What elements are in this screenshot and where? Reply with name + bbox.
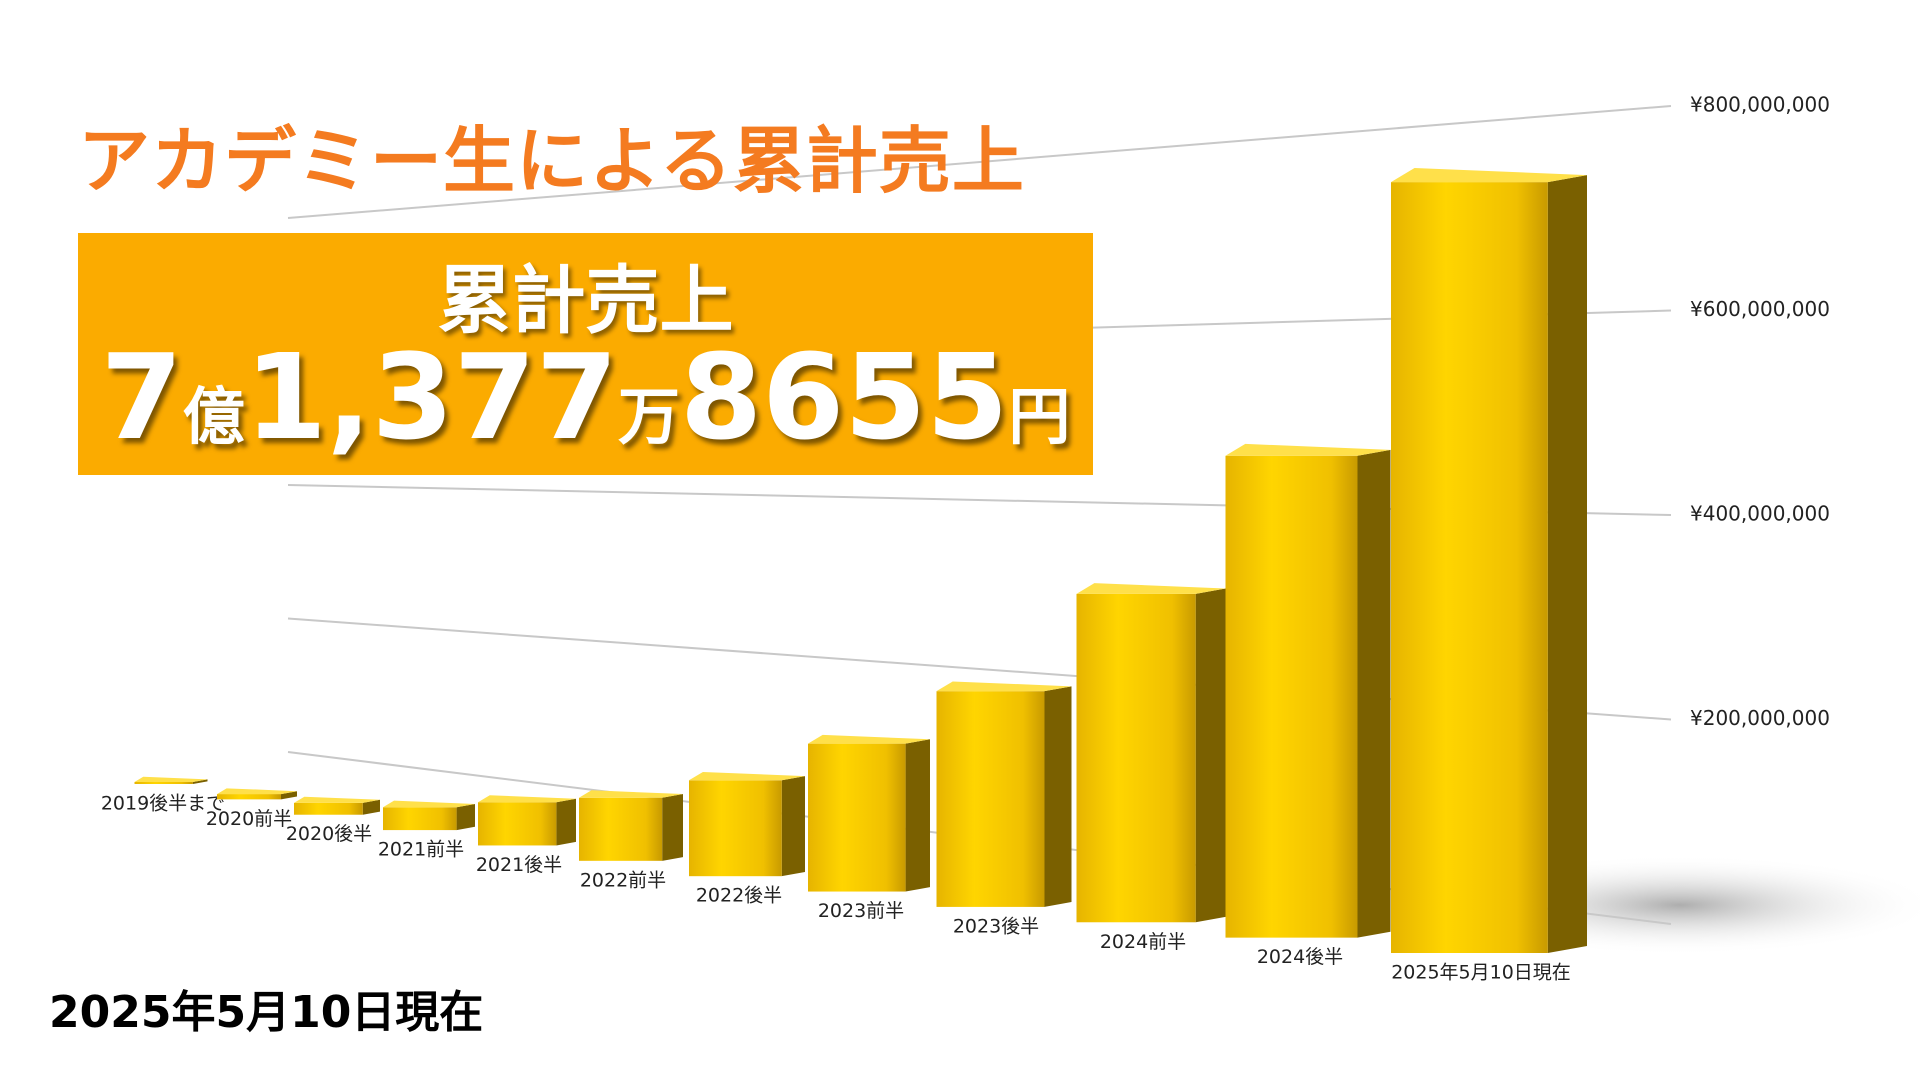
bar-top <box>217 788 297 795</box>
amount-part: 万 <box>617 380 680 453</box>
bar-front <box>1391 182 1548 954</box>
bar-side <box>1044 686 1072 907</box>
bar-front <box>1076 593 1196 923</box>
bar-front <box>1225 455 1358 938</box>
bar-side <box>781 776 805 877</box>
bar-top <box>383 800 475 808</box>
bar-top <box>579 790 683 798</box>
bar <box>217 788 297 800</box>
bar-top <box>936 681 1072 692</box>
bar-top <box>1391 168 1587 183</box>
bar-side <box>456 803 475 831</box>
bar-top <box>294 796 380 803</box>
y-tick-label: ¥400,000,000 <box>1690 502 1830 526</box>
amount-part: 7 <box>100 328 183 466</box>
x-tick-label: 2024後半 <box>1257 946 1343 968</box>
banner-heading: 累計売上 <box>437 258 734 344</box>
bar-side <box>192 779 208 784</box>
x-tick-label: 2020前半 <box>206 808 292 830</box>
bar <box>1391 168 1587 954</box>
amount-part: 8655 <box>679 328 1009 466</box>
x-tick-label: 2024前半 <box>1100 931 1186 953</box>
x-tick-label: 2023後半 <box>953 915 1039 937</box>
bar <box>808 734 930 892</box>
bar-side <box>905 739 930 892</box>
bar-side <box>1195 588 1226 923</box>
grid-line <box>287 105 1672 219</box>
x-tick-label: 2023前半 <box>818 900 904 922</box>
bar-side <box>281 791 297 800</box>
bar-front <box>294 802 363 815</box>
bar-side <box>662 794 683 861</box>
bar-front <box>936 691 1045 907</box>
bar-top <box>689 771 805 781</box>
y-tick-label: ¥200,000,000 <box>1690 706 1830 730</box>
amount-part: 円 <box>1008 380 1071 453</box>
banner: 累計売上 7億1,377万8655円 <box>78 233 1093 475</box>
bar-front <box>579 797 663 861</box>
bar-front <box>134 781 193 784</box>
bar <box>478 795 576 846</box>
bar <box>294 796 380 815</box>
x-tick-label: 2020後半 <box>286 823 372 845</box>
x-tick-label: 2021前半 <box>378 839 464 861</box>
x-tick-label: 2021後半 <box>476 854 562 876</box>
bar-top <box>1076 583 1226 594</box>
bar-front <box>689 780 782 877</box>
x-tick-label: 2025年5月10日現在 <box>1391 962 1571 984</box>
footnote: 2025年5月10日現在 <box>49 987 484 1038</box>
bar <box>1076 583 1226 923</box>
bar <box>579 790 683 861</box>
bar-side <box>1357 449 1391 938</box>
banner-amount: 7億1,377万8655円 <box>78 328 1093 466</box>
amount-part: 1,377 <box>244 328 618 466</box>
bar-side <box>362 799 380 815</box>
bar-top <box>1225 443 1391 456</box>
bar-front <box>478 802 557 846</box>
y-tick-label: ¥800,000,000 <box>1690 93 1830 117</box>
x-tick-label: 2022後半 <box>696 885 782 907</box>
bar <box>936 681 1072 907</box>
bar-side <box>556 798 576 846</box>
x-tick-label: 2019後半まで <box>101 793 225 815</box>
bar <box>1225 443 1391 938</box>
amount-part: 億 <box>182 380 245 453</box>
bar-side <box>1547 175 1587 953</box>
title: アカデミー生による累計売上 <box>78 119 1025 203</box>
bar-front <box>383 807 457 831</box>
bar <box>689 771 805 877</box>
y-tick-label: ¥600,000,000 <box>1690 297 1830 321</box>
bar-top <box>478 795 576 803</box>
bar-front <box>808 743 906 892</box>
bar-top <box>134 776 208 782</box>
bar-front <box>217 794 281 800</box>
bar <box>134 776 208 784</box>
bar-top <box>808 734 930 744</box>
bar <box>383 800 475 831</box>
x-tick-label: 2022前半 <box>580 869 666 891</box>
